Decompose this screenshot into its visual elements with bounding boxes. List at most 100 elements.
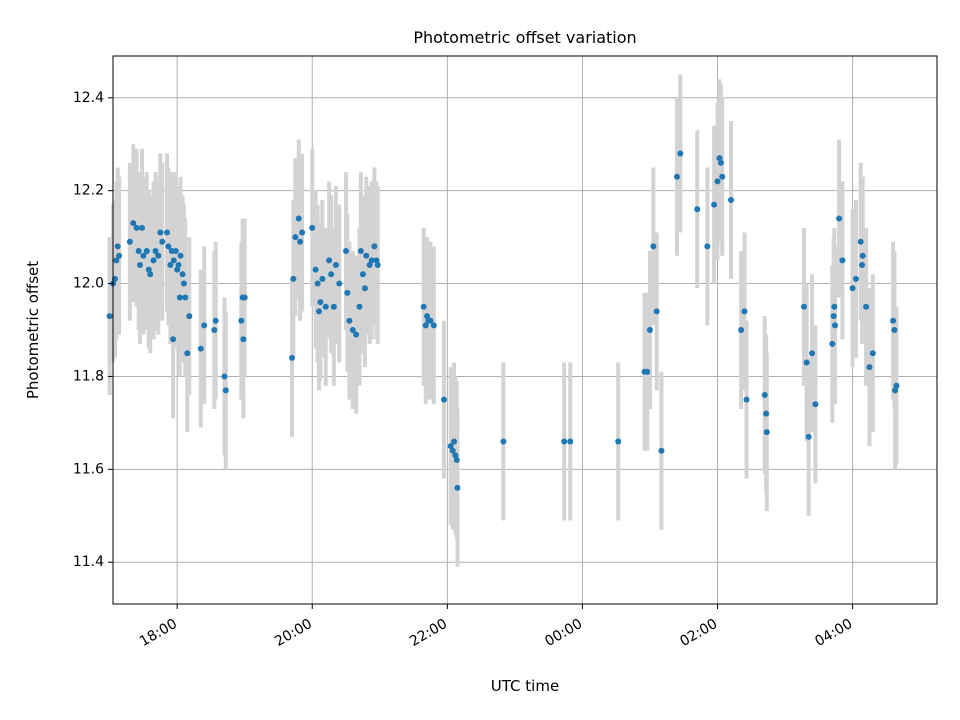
data-point [174,266,181,273]
data-point [420,303,427,310]
data-point [500,438,507,445]
y-tick-label: 11.4 [73,554,104,570]
data-point [761,392,768,399]
data-point [891,327,898,333]
data-point [644,368,651,375]
data-point [240,336,247,343]
data-point [179,271,186,278]
data-point [704,243,711,250]
data-point [852,275,859,282]
data-point [172,248,179,255]
data-point [447,443,454,450]
data-point [859,261,866,268]
data-point [319,275,326,282]
data-point [184,350,191,357]
data-point [116,252,123,259]
data-point [344,289,351,296]
data-point [140,252,147,259]
chart-title: Photometric offset variation [413,28,636,47]
data-point [839,257,846,264]
data-point [711,201,718,208]
data-point [803,359,810,366]
data-point [349,327,356,333]
data-point [677,150,684,157]
data-point [299,229,306,236]
data-point [805,433,812,440]
data-point [717,159,724,166]
data-point [453,457,460,464]
data-point [211,327,218,333]
data-point [373,257,380,264]
data-point [719,173,726,180]
data-point [866,364,873,371]
data-point [332,261,339,268]
data-point [371,243,378,250]
data-point [361,285,368,292]
data-point [368,257,375,264]
data-point [106,313,113,320]
plot-area [113,56,937,604]
data-point [363,252,370,259]
data-point [126,238,133,245]
data-point [832,322,839,329]
data-point [295,215,302,222]
data-point [366,261,373,268]
data-point [359,271,366,278]
data-point [316,308,322,315]
data-point [159,238,166,245]
data-point [440,396,447,403]
data-point [673,173,680,180]
data-point [452,452,459,459]
data-point [646,327,653,333]
data-point [743,396,750,403]
data-point [812,401,819,408]
y-tick-label: 11.8 [73,368,104,384]
data-point [346,317,353,324]
data-point [326,257,333,264]
data-point [836,215,843,222]
data-point [830,313,837,320]
data-point [869,350,876,357]
data-point [859,252,866,259]
data-point [135,248,142,255]
data-point [454,484,461,491]
data-point [892,387,899,394]
data-point [182,294,189,301]
data-point [201,322,208,329]
data-point [336,280,343,287]
data-point [143,248,150,255]
data-point [165,243,172,250]
data-point [309,224,316,231]
data-point [238,317,245,324]
data-point [137,261,144,268]
data-point [170,257,177,264]
data-point [567,438,574,445]
data-point [427,317,434,324]
data-point [829,340,836,347]
data-points [106,150,900,491]
y-axis-ticks: 11.4 11.6 11.8 12.0 12.2 12.4 [73,90,113,570]
data-point [212,317,219,324]
data-point [424,313,431,320]
y-tick-label: 12.4 [73,90,104,106]
data-point [343,248,350,255]
data-point [728,196,734,203]
data-point [890,317,897,324]
data-point [738,327,745,333]
data-point [167,261,174,268]
data-point [176,294,183,301]
data-point [155,252,162,259]
data-point [893,382,900,389]
data-point [221,373,228,380]
data-point [422,322,429,329]
data-point [449,447,456,454]
data-point [164,229,171,236]
data-point [314,280,321,287]
data-point [297,238,304,245]
y-tick-label: 12.0 [73,276,104,292]
data-point [177,252,184,259]
plot-frame [112,55,938,605]
data-point [615,438,622,445]
data-point [694,206,701,213]
